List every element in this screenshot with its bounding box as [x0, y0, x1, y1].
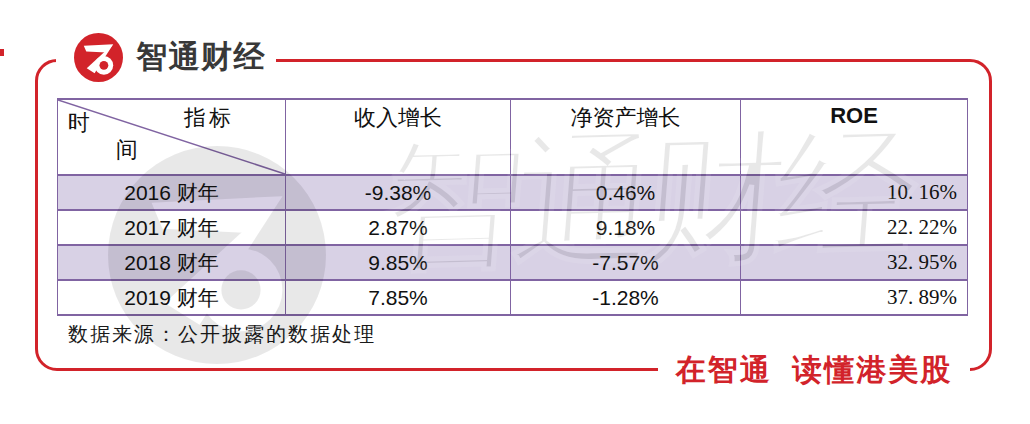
zhitong-logo-icon — [74, 33, 123, 82]
net-asset-growth-cell: 9.18% — [511, 210, 741, 245]
net-asset-growth-cell: 0.46% — [511, 175, 741, 210]
roe-cell: 10. 16% — [741, 175, 968, 210]
roe-cell: 22. 22% — [741, 210, 968, 245]
period-cell: 2016 财年 — [58, 175, 286, 210]
time-label-top: 时 — [68, 108, 90, 138]
net-asset-growth-cell: -1.28% — [511, 280, 741, 315]
indicator-label: 指标 — [184, 103, 234, 133]
infographic-card: 智通财经 指标 时 间 收入增长 净资产增长 ROE 2016 财年 -9.38… — [0, 0, 1030, 424]
revenue-growth-cell: 7.85% — [286, 280, 511, 315]
data-source-note: 数据来源：公开披露的数据处理 — [68, 321, 376, 348]
table-row-2016: 2016 财年 -9.38% 0.46% 10. 16% — [58, 175, 968, 210]
roe-cell: 37. 89% — [741, 280, 968, 315]
left-edge-red-mark — [0, 49, 4, 56]
revenue-growth-cell: 2.87% — [286, 210, 511, 245]
table-row-2019: 2019 财年 7.85% -1.28% 37. 89% — [58, 280, 968, 315]
revenue-growth-cell: 9.85% — [286, 245, 511, 280]
diagonal-divider — [58, 100, 285, 174]
revenue-growth-cell: -9.38% — [286, 175, 511, 210]
slogan-block: 在智通 读懂港美股 — [658, 351, 970, 389]
col-header-revenue-growth: 收入增长 — [286, 99, 511, 175]
table-row-2017: 2017 财年 2.87% 9.18% 22. 22% — [58, 210, 968, 245]
financial-metrics-table: 指标 时 间 收入增长 净资产增长 ROE 2016 财年 -9.38% 0.4… — [57, 98, 968, 316]
roe-cell: 32. 95% — [741, 245, 968, 280]
period-cell: 2019 财年 — [58, 280, 286, 315]
brand-title: 智通财经 — [136, 36, 266, 78]
slogan-text: 在智通 读懂港美股 — [676, 350, 953, 391]
period-cell: 2018 财年 — [58, 245, 286, 280]
table-row-2018: 2018 财年 9.85% -7.57% 32. 95% — [58, 245, 968, 280]
net-asset-growth-cell: -7.57% — [511, 245, 741, 280]
corner-header-cell: 指标 时 间 — [58, 99, 286, 175]
brand-logo-block: 智通财经 — [56, 26, 276, 88]
table-header-row: 指标 时 间 收入增长 净资产增长 ROE — [58, 99, 968, 175]
time-label-bottom: 间 — [116, 135, 138, 165]
col-header-net-asset-growth: 净资产增长 — [511, 99, 741, 175]
col-header-roe: ROE — [741, 99, 968, 175]
period-cell: 2017 财年 — [58, 210, 286, 245]
